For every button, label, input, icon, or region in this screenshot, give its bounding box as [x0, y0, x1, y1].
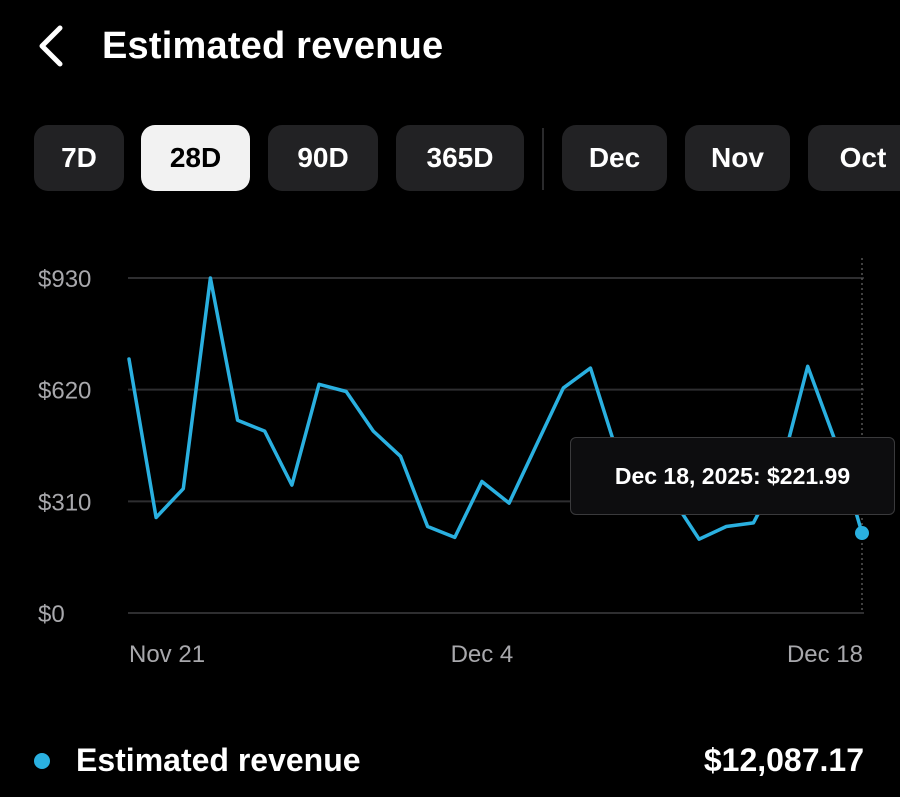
revenue-line-chart[interactable]: $0 $310 $620 $930 Nov 21 Dec 4 Dec 18	[0, 240, 900, 680]
tab-28d[interactable]: 28D	[141, 125, 250, 191]
back-button[interactable]	[28, 22, 76, 70]
tab-nov[interactable]: Nov	[685, 125, 790, 191]
chart-tooltip: Dec 18, 2025: $221.99	[570, 437, 895, 515]
header: Estimated revenue	[0, 0, 900, 100]
highlighted-data-point	[855, 526, 869, 541]
series-line-estimated-revenue	[127, 276, 864, 541]
legend-label: Estimated revenue	[76, 742, 361, 778]
page-title: Estimated revenue	[102, 25, 444, 67]
legend-total-value: $12,087.17	[703, 742, 864, 778]
tab-90d[interactable]: 90D	[268, 125, 378, 191]
y-tick-label-0: $0	[38, 601, 65, 628]
tab-365d[interactable]: 365D	[396, 125, 524, 191]
date-range-tabs: 7D 28D 90D 365D Dec Nov Oct	[0, 125, 900, 193]
y-tick-label-2: $620	[38, 378, 91, 405]
x-tick-label-2: Dec 18	[787, 641, 863, 668]
tab-divider	[542, 128, 544, 190]
legend: Estimated revenue $12,087.17	[0, 730, 900, 790]
x-tick-label-0: Nov 21	[129, 641, 205, 668]
tab-dec[interactable]: Dec	[562, 125, 667, 191]
chevron-left-icon	[39, 25, 63, 67]
tab-oct[interactable]: Oct	[808, 125, 900, 191]
y-tick-label-3: $930	[38, 266, 91, 293]
y-tick-label-1: $310	[38, 489, 91, 516]
legend-dot-icon	[34, 753, 50, 769]
tab-7d[interactable]: 7D	[34, 125, 124, 191]
x-tick-label-1: Dec 4	[451, 641, 514, 668]
